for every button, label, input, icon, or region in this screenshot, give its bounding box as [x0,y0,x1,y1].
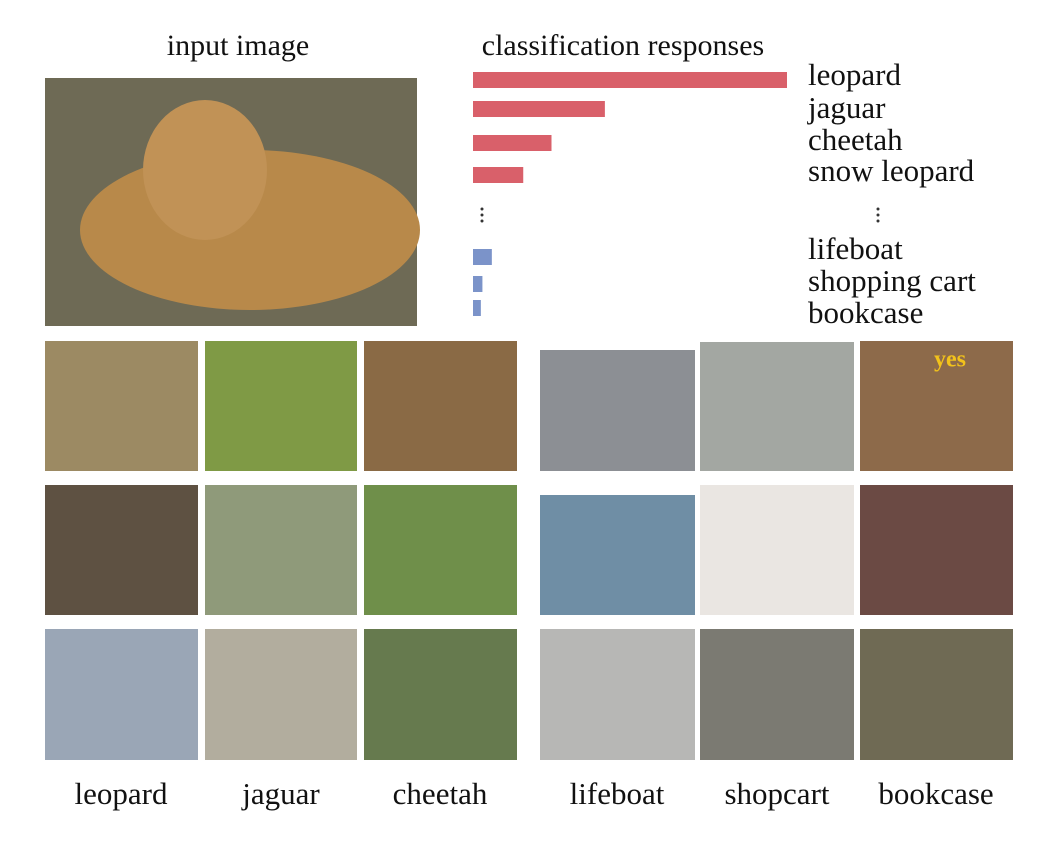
example-image [45,485,198,615]
input-image-leopard-head [143,100,267,240]
bar [473,72,787,88]
image-text: yes [934,347,966,373]
example-label: shopcart [724,776,829,811]
example-image [540,495,695,615]
bar-label: lifeboat [808,231,903,266]
example-image [364,629,517,760]
example-label: cheetah [393,776,488,811]
bar [473,135,552,151]
example-label: leopard [75,776,168,811]
bar [473,101,605,117]
example-label: lifeboat [570,776,665,811]
bar-label: shopping cart [808,263,976,298]
ellipsis-left [480,207,484,223]
example-image [205,485,357,615]
bar-label: snow leopard [808,153,975,188]
bar [473,167,524,183]
example-images [45,341,1013,760]
example-image [700,629,854,760]
bar-label: leopard [808,57,901,92]
example-image [860,629,1013,760]
input-heading: input image [167,29,309,62]
bar [473,300,481,316]
example-image [540,629,695,760]
example-image [860,341,1013,471]
bar-label: bookcase [808,295,923,330]
example-image [45,341,198,471]
bar [473,249,492,265]
example-image [45,629,198,760]
bar-label: cheetah [808,122,903,157]
example-image [700,342,854,471]
bar-label: jaguar [807,90,886,125]
example-image [205,629,357,760]
example-label: jaguar [241,776,320,811]
example-image [860,485,1013,615]
example-labels: leopard jaguar cheetah lifeboat shopcart book… [75,776,994,811]
example-image [700,485,854,615]
example-image [540,350,695,471]
responses-heading: classification responses [482,29,764,62]
ellipsis-right [876,207,880,223]
example-image [364,341,517,471]
bar [473,276,483,292]
example-image [364,485,517,615]
example-image [205,341,357,471]
example-label: bookcase [878,776,993,811]
